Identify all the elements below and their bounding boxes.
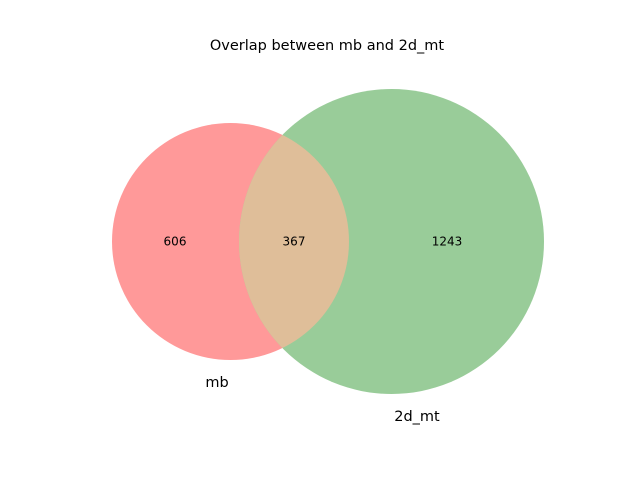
set-label-2d-mt: 2d_mt [394, 409, 440, 425]
count-2d-mt-only: 1243 [432, 235, 463, 249]
count-mb-only: 606 [164, 235, 187, 249]
intersection-region [239, 123, 349, 360]
count-intersection: 367 [283, 235, 306, 249]
chart-title: Overlap between mb and 2d_mt [210, 38, 445, 54]
set-label-mb: mb [205, 375, 228, 391]
